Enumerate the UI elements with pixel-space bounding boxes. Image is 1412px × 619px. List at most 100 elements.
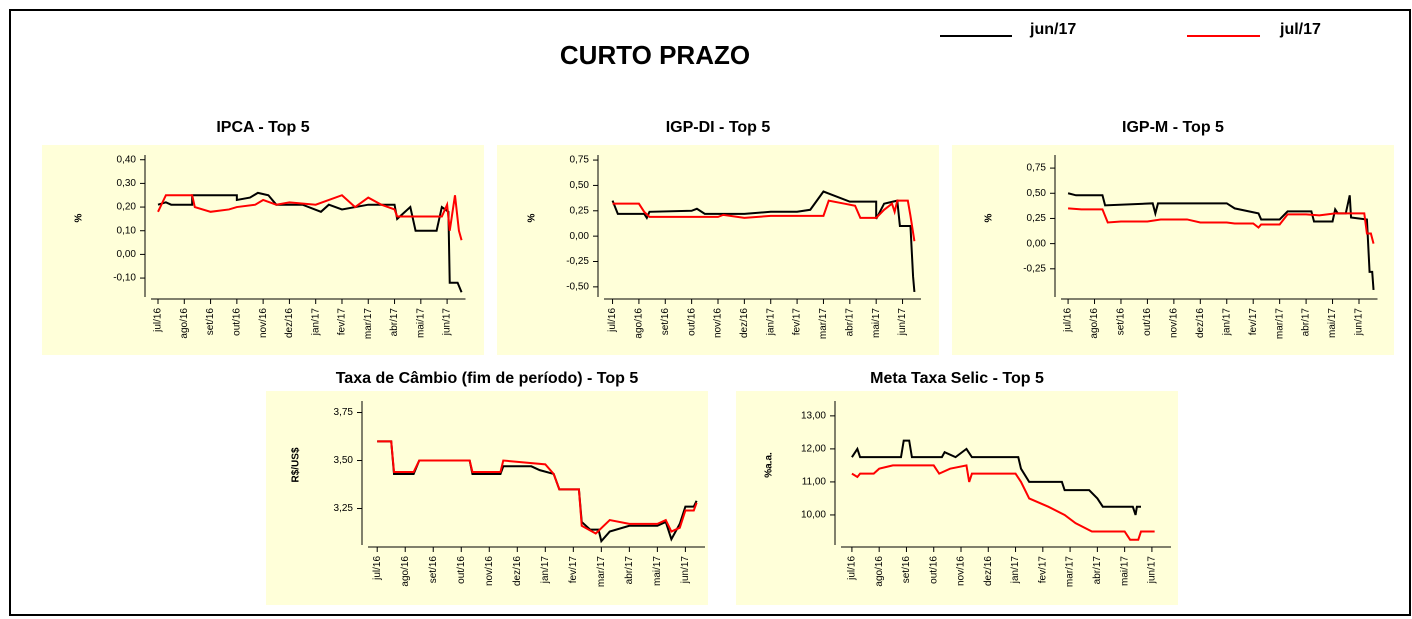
panel-background <box>736 391 1178 605</box>
x-tick-label: fev/17 <box>1037 556 1048 584</box>
series-line <box>851 439 1141 516</box>
y-axis-label: % <box>527 213 538 222</box>
y-tick-label: 0,00 <box>117 249 137 260</box>
panel-background <box>497 145 939 355</box>
x-tick-label: mar/17 <box>1274 308 1285 340</box>
y-tick-label: 12,00 <box>801 444 826 455</box>
y-tick-label: 3,50 <box>334 455 354 466</box>
x-tick-label: jun/17 <box>442 308 453 337</box>
x-tick-label: set/16 <box>901 556 912 584</box>
x-tick-label: nov/16 <box>1169 308 1180 338</box>
legend-label: jul/17 <box>1279 21 1321 38</box>
chart-panel: -0,50 -0,25 0,00 0,25 0,50 0,75 jul/16 ago/16 se… <box>497 145 939 355</box>
x-tick-label: mar/17 <box>1065 556 1076 588</box>
series-line <box>611 190 916 293</box>
x-tick-label: mai/17 <box>1327 308 1338 338</box>
x-tick-label: set/16 <box>205 308 216 336</box>
series-line <box>1067 192 1375 291</box>
y-tick-label: 0,20 <box>117 202 137 213</box>
chart-title: IPCA - Top 5 <box>216 119 309 136</box>
chart-panel: -0,10 0,00 0,10 0,20 0,30 0,40 jul/16 ago/16 set… <box>42 145 484 355</box>
x-tick-label: ago/16 <box>874 556 885 587</box>
chart-title: IGP-M - Top 5 <box>1122 119 1224 136</box>
series-line <box>1068 207 1375 244</box>
x-tick-label: set/16 <box>1116 308 1127 336</box>
y-tick-label: 0,50 <box>570 180 590 191</box>
x-tick-label: jul/16 <box>372 556 383 581</box>
x-tick-label: dez/16 <box>983 556 994 586</box>
y-tick-label: 13,00 <box>801 411 826 422</box>
x-tick-label: abr/17 <box>624 556 635 585</box>
x-tick-label: mai/17 <box>871 308 882 338</box>
x-tick-label: ago/16 <box>400 556 411 587</box>
y-axis-label: % <box>984 213 995 222</box>
panel-background <box>266 391 708 605</box>
x-tick-label: jun/17 <box>897 308 908 337</box>
y-tick-label: 0,00 <box>1027 238 1047 249</box>
series-line <box>377 440 698 535</box>
x-tick-label: jan/17 <box>1221 308 1232 337</box>
x-tick-label: jul/16 <box>1063 308 1074 333</box>
series-line <box>851 464 1155 541</box>
x-tick-label: jun/17 <box>680 556 691 585</box>
x-tick-label: abr/17 <box>1301 308 1312 337</box>
panel-background <box>42 145 484 355</box>
y-tick-label: 0,10 <box>117 225 137 236</box>
y-axis-label: R$/US$ <box>291 447 302 482</box>
x-tick-label: mai/17 <box>415 308 426 338</box>
y-tick-label: 0,75 <box>570 155 590 166</box>
x-tick-label: dez/16 <box>739 308 750 338</box>
x-tick-label: jan/17 <box>310 308 321 337</box>
y-tick-label: 3,25 <box>334 503 354 514</box>
x-tick-label: set/16 <box>660 308 671 336</box>
x-tick-label: abr/17 <box>389 308 400 337</box>
series-line <box>157 191 463 293</box>
x-tick-label: nov/16 <box>258 308 269 338</box>
x-tick-label: jan/17 <box>765 308 776 337</box>
x-tick-label: out/16 <box>1142 308 1153 336</box>
x-tick-label: jan/17 <box>1010 556 1021 585</box>
x-tick-label: nov/16 <box>484 556 495 586</box>
x-tick-label: jul/16 <box>847 556 858 581</box>
x-tick-label: fev/17 <box>1248 308 1259 336</box>
x-tick-label: set/16 <box>428 556 439 584</box>
x-tick-label: nov/16 <box>713 308 724 338</box>
y-tick-label: 0,40 <box>117 154 137 165</box>
series-line <box>612 199 916 242</box>
x-tick-label: out/16 <box>231 308 242 336</box>
legend-label: jun/17 <box>1029 21 1076 38</box>
y-tick-label: 0,25 <box>570 205 590 216</box>
y-axis-label: % <box>74 213 85 222</box>
x-tick-label: jun/17 <box>1354 308 1365 337</box>
y-tick-label: 0,25 <box>1027 213 1047 224</box>
y-tick-label: -0,25 <box>1023 263 1046 274</box>
x-tick-label: fev/17 <box>568 556 579 584</box>
x-tick-label: mai/17 <box>1119 556 1130 586</box>
x-tick-label: mai/17 <box>652 556 663 586</box>
x-tick-label: mar/17 <box>596 556 607 588</box>
x-tick-label: fev/17 <box>337 308 348 336</box>
x-tick-label: mar/17 <box>363 308 374 340</box>
x-tick-label: mar/17 <box>818 308 829 340</box>
x-tick-label: dez/16 <box>284 308 295 338</box>
x-tick-label: abr/17 <box>844 308 855 337</box>
x-tick-label: abr/17 <box>1092 556 1103 585</box>
y-tick-label: 0,00 <box>570 231 590 242</box>
y-tick-label: 10,00 <box>801 510 826 521</box>
x-tick-label: jul/16 <box>607 308 618 333</box>
chart-panel: -0,25 0,00 0,25 0,50 0,75 jul/16 ago/16 set/16 o… <box>952 145 1394 355</box>
y-tick-label: -0,50 <box>566 281 589 292</box>
x-tick-label: jun/17 <box>1147 556 1158 585</box>
y-tick-label: 11,00 <box>802 477 827 488</box>
chart-title: Taxa de Câmbio (fim de período) - Top 5 <box>336 370 639 387</box>
chart-title: IGP-DI - Top 5 <box>666 119 771 136</box>
y-tick-label: 0,30 <box>117 178 137 189</box>
y-tick-label: 0,50 <box>1027 188 1047 199</box>
y-tick-label: -0,25 <box>566 256 589 267</box>
chart-panel: 10,00 11,00 12,00 13,00 jul/16 ago/16 set/16 ou… <box>736 391 1178 605</box>
panel-background <box>952 145 1394 355</box>
y-tick-label: -0,10 <box>113 273 136 284</box>
x-tick-label: fev/17 <box>792 308 803 336</box>
x-tick-label: dez/16 <box>1195 308 1206 338</box>
